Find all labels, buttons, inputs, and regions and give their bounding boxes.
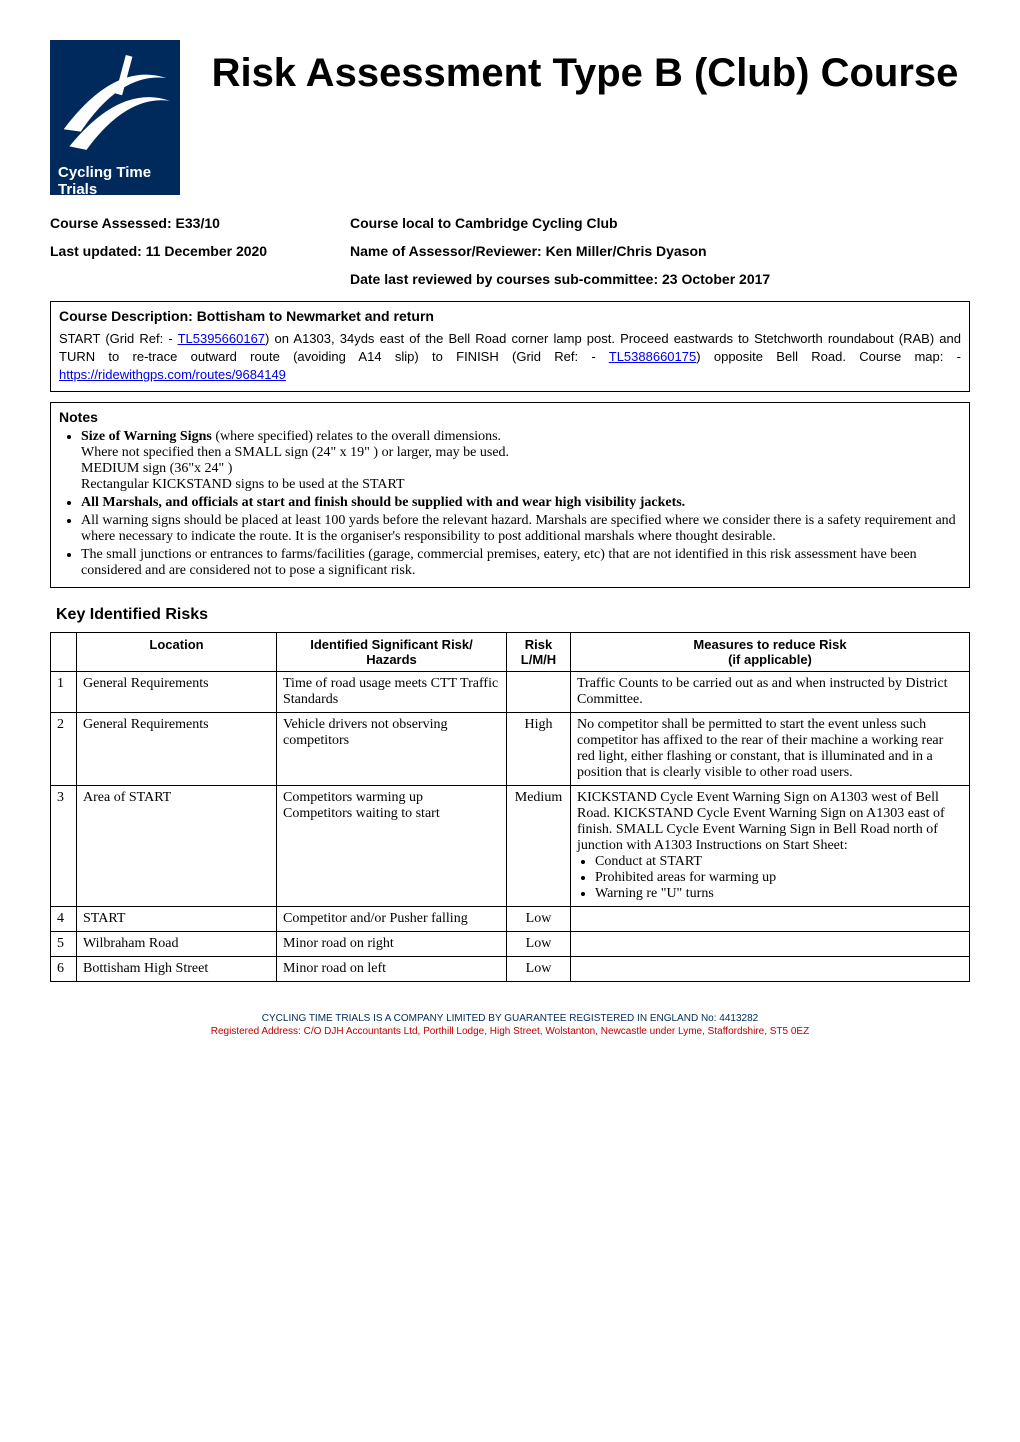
notes-list: Size of Warning Signs (where specified) … (59, 429, 961, 579)
table-row: 2General RequirementsVehicle drivers not… (51, 712, 970, 785)
date-reviewed: Date last reviewed by courses sub-commit… (350, 271, 970, 287)
row-risk-level: Low (507, 906, 571, 931)
row-index: 4 (51, 906, 77, 931)
row-measures: Traffic Counts to be carried out as and … (571, 671, 970, 712)
header-row: Cycling Time Trials Risk Assessment Type… (50, 40, 970, 195)
row-measures (571, 906, 970, 931)
desc-text: ) opposite Bell Road. Course map: - (696, 349, 961, 364)
col-hazard-l2: Hazards (366, 652, 417, 667)
assessor: Name of Assessor/Reviewer: Ken Miller/Ch… (350, 243, 970, 259)
notes-heading: Notes (59, 409, 961, 425)
row-risk-level (507, 671, 571, 712)
row-measures: No competitor shall be permitted to star… (571, 712, 970, 785)
note-item: The small junctions or entrances to farm… (81, 547, 961, 579)
row-measures (571, 931, 970, 956)
row-hazard: Time of road usage meets CTT Traffic Sta… (277, 671, 507, 712)
table-row: 4STARTCompetitor and/or Pusher fallingLo… (51, 906, 970, 931)
risks-table: Location Identified Significant Risk/ Ha… (50, 632, 970, 982)
note-item: All warning signs should be placed at le… (81, 513, 961, 545)
course-assessed: Course Assessed: E33/10 (50, 215, 350, 231)
col-hazard: Identified Significant Risk/ Hazards (277, 632, 507, 671)
row-hazard: Minor road on right (277, 931, 507, 956)
row-location: Bottisham High Street (77, 956, 277, 981)
grid-ref-link-2[interactable]: TL5388660175 (609, 349, 696, 364)
row-risk-level: Low (507, 931, 571, 956)
measure-bullet: Warning re "U" turns (595, 886, 963, 902)
meta-block: Course Assessed: E33/10 Course local to … (50, 215, 970, 287)
course-description-body: START (Grid Ref: - TL5395660167) on A130… (59, 330, 961, 385)
col-risk-level: Risk L/M/H (507, 632, 571, 671)
table-row: 6Bottisham High StreetMinor road on left… (51, 956, 970, 981)
row-hazard: Vehicle drivers not observing competitor… (277, 712, 507, 785)
row-measures (571, 956, 970, 981)
notes-box: Notes Size of Warning Signs (where speci… (50, 402, 970, 588)
course-description-heading: Course Description: Bottisham to Newmark… (59, 308, 961, 324)
col-measures: Measures to reduce Risk (if applicable) (571, 632, 970, 671)
row-location: Wilbraham Road (77, 931, 277, 956)
note-item: Size of Warning Signs (where specified) … (81, 429, 961, 493)
col-hazard-l1: Identified Significant Risk/ (310, 637, 473, 652)
measure-bullet: Conduct at START (595, 854, 963, 870)
col-level-l1: Risk (525, 637, 552, 652)
row-risk-level: High (507, 712, 571, 785)
logo-swoosh-icon (58, 48, 172, 165)
row-hazard: Competitors warming upCompetitors waitin… (277, 785, 507, 906)
desc-text: START (Grid Ref: - (59, 331, 178, 346)
course-description-box: Course Description: Bottisham to Newmark… (50, 301, 970, 392)
footer-line-1: CYCLING TIME TRIALS IS A COMPANY LIMITED… (50, 1012, 970, 1025)
last-updated: Last updated: 11 December 2020 (50, 243, 350, 259)
row-index: 1 (51, 671, 77, 712)
row-hazard: Minor road on left (277, 956, 507, 981)
row-risk-level: Low (507, 956, 571, 981)
row-measures: KICKSTAND Cycle Event Warning Sign on A1… (571, 785, 970, 906)
risks-heading: Key Identified Risks (56, 606, 970, 624)
course-map-link[interactable]: https://ridewithgps.com/routes/9684149 (59, 367, 286, 382)
row-index: 5 (51, 931, 77, 956)
logo-brand-text: Cycling Time Trials (58, 165, 172, 198)
row-location: Area of START (77, 785, 277, 906)
note-item: All Marshals, and officials at start and… (81, 495, 961, 511)
row-index: 6 (51, 956, 77, 981)
table-row: 1General RequirementsTime of road usage … (51, 671, 970, 712)
row-hazard: Competitor and/or Pusher falling (277, 906, 507, 931)
row-location: General Requirements (77, 712, 277, 785)
row-index: 3 (51, 785, 77, 906)
row-index: 2 (51, 712, 77, 785)
col-location: Location (77, 632, 277, 671)
footer-line-2: Registered Address: C/O DJH Accountants … (50, 1025, 970, 1038)
grid-ref-link-1[interactable]: TL5395660167 (178, 331, 265, 346)
row-location: General Requirements (77, 671, 277, 712)
table-row: 3Area of STARTCompetitors warming upComp… (51, 785, 970, 906)
document-title: Risk Assessment Type B (Club) Course (200, 40, 970, 96)
table-row: 5Wilbraham RoadMinor road on rightLow (51, 931, 970, 956)
col-index (51, 632, 77, 671)
row-location: START (77, 906, 277, 931)
measure-bullet: Prohibited areas for warming up (595, 870, 963, 886)
footer: CYCLING TIME TRIALS IS A COMPANY LIMITED… (50, 1012, 970, 1038)
col-level-l2: L/M/H (521, 652, 556, 667)
col-measures-l1: Measures to reduce Risk (693, 637, 846, 652)
row-risk-level: Medium (507, 785, 571, 906)
ctt-logo: Cycling Time Trials (50, 40, 180, 195)
col-measures-l2: (if applicable) (728, 652, 812, 667)
course-local: Course local to Cambridge Cycling Club (350, 215, 970, 231)
table-header-row: Location Identified Significant Risk/ Ha… (51, 632, 970, 671)
